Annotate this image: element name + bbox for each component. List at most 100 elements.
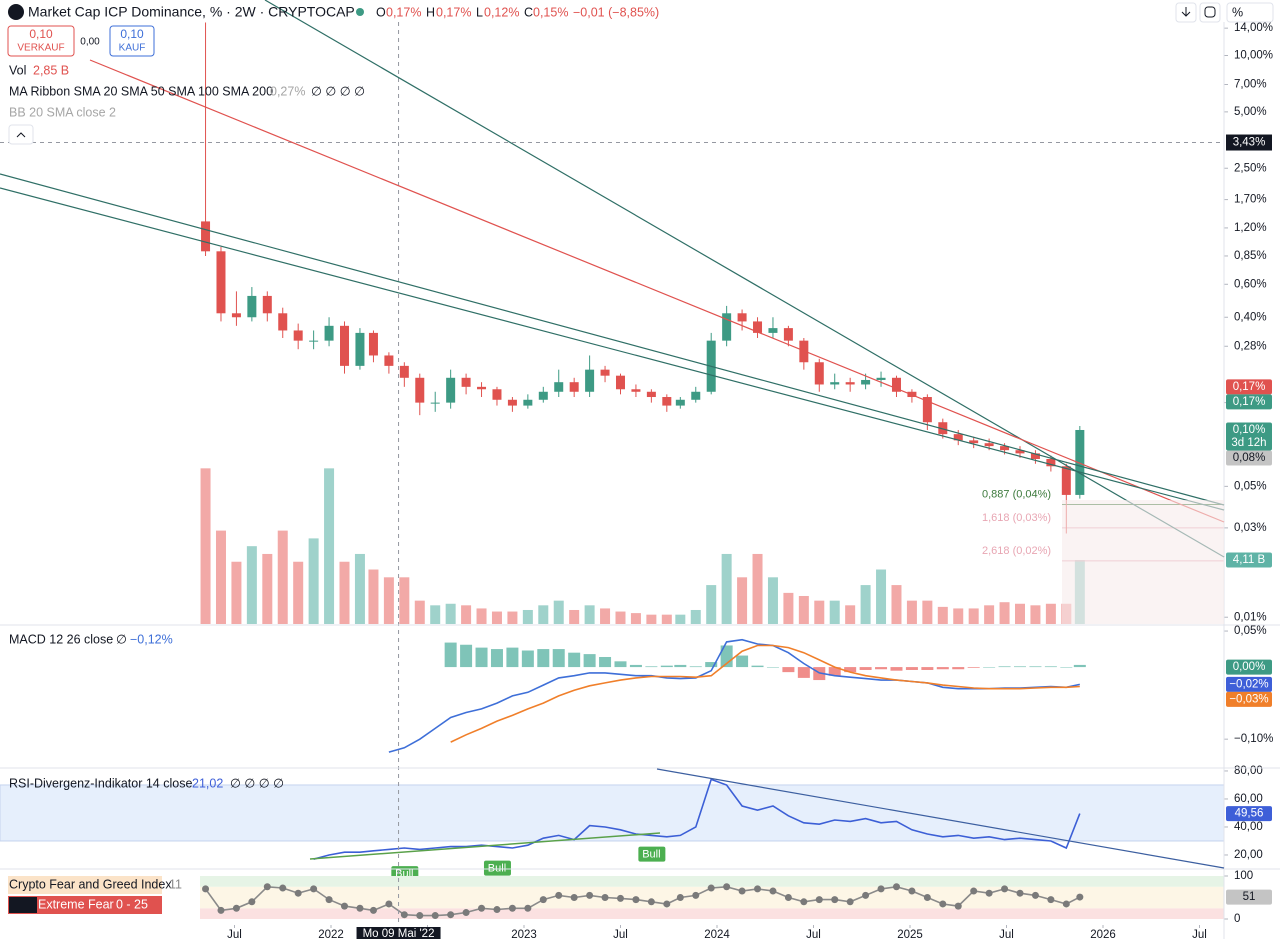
candle-body bbox=[262, 295, 272, 314]
candle-body bbox=[461, 377, 471, 387]
price-tag bbox=[1226, 806, 1272, 822]
volume-bar bbox=[553, 600, 564, 624]
ma-legend: MA Ribbon SMA 20 SMA 50 SMA 100 SMA 200 bbox=[9, 84, 273, 98]
histogram-bar bbox=[475, 647, 488, 668]
candle-body bbox=[891, 377, 901, 392]
candle-body bbox=[247, 295, 257, 318]
series-dot bbox=[601, 894, 609, 901]
price-tag-note: 3d 12h bbox=[1231, 437, 1266, 449]
price-tag-label: 51 bbox=[1243, 891, 1256, 903]
series-dot bbox=[493, 906, 501, 914]
series-dot bbox=[279, 884, 287, 892]
series-dot bbox=[416, 912, 424, 920]
y-tick-label: 80,00 bbox=[1234, 765, 1263, 777]
volume-bar bbox=[1030, 605, 1041, 624]
volume-bar bbox=[600, 608, 611, 624]
histogram-bar bbox=[875, 667, 888, 670]
sell-label[interactable]: VERKAUF bbox=[17, 43, 64, 54]
y-tick-label: 0,85% bbox=[1234, 250, 1267, 262]
x-tick-label: 2025 bbox=[897, 929, 923, 939]
fg-legend-value: 11 bbox=[169, 877, 182, 891]
price-tag-label: 0,08% bbox=[1233, 452, 1266, 464]
histogram-bar bbox=[645, 666, 658, 668]
volume-bar bbox=[767, 577, 778, 624]
price-tag bbox=[1226, 379, 1272, 395]
volume-bar bbox=[968, 608, 979, 624]
volume-bar bbox=[445, 603, 456, 624]
plot-layers: 0,887 (0,04%) 1,618 (0,03%) 2,618 (0,02%) 1… bbox=[0, 22, 1273, 939]
series-dot bbox=[862, 891, 870, 899]
y-tick-label: 1,70% bbox=[1234, 194, 1267, 206]
candle-body bbox=[201, 221, 211, 252]
x-tick-label: Jul bbox=[227, 929, 242, 939]
series-dot bbox=[1076, 893, 1084, 901]
series-dot bbox=[1031, 891, 1039, 899]
volume-bar bbox=[999, 602, 1010, 624]
bull-badge bbox=[638, 846, 666, 862]
volume-bar bbox=[200, 468, 211, 624]
histogram-bar bbox=[490, 649, 503, 668]
series-dot bbox=[341, 902, 349, 910]
candle-body bbox=[830, 382, 840, 385]
series-dot bbox=[248, 898, 256, 906]
candle-body bbox=[814, 362, 824, 385]
candle-body bbox=[216, 251, 226, 314]
histogram-bar bbox=[614, 661, 627, 668]
series-dot bbox=[647, 898, 655, 906]
sell-button[interactable] bbox=[7, 25, 75, 57]
percent-label[interactable]: % bbox=[1232, 5, 1243, 19]
y-tick-label: −0,10% bbox=[1234, 733, 1273, 745]
histogram-bar bbox=[983, 667, 996, 668]
series-dot bbox=[385, 900, 393, 908]
histogram-bar bbox=[629, 664, 642, 668]
series-dot bbox=[356, 904, 364, 912]
sell-price[interactable]: 0,10 bbox=[29, 27, 53, 41]
collapse-button[interactable] bbox=[8, 124, 34, 145]
candle-body bbox=[1000, 446, 1010, 451]
series-dot bbox=[1047, 896, 1055, 904]
series-dot bbox=[400, 911, 408, 919]
series-dot bbox=[692, 891, 700, 899]
buy-button[interactable] bbox=[109, 25, 155, 57]
candle-body bbox=[231, 313, 241, 318]
histogram-bar bbox=[537, 649, 550, 668]
ohlc-value: 0,17% bbox=[386, 5, 421, 19]
volume-bar bbox=[354, 553, 365, 624]
volume-bar bbox=[860, 585, 871, 624]
volume-bar bbox=[461, 605, 472, 624]
trendline bbox=[264, 0, 1225, 558]
macd-legend-value: −0,12% bbox=[130, 632, 173, 646]
x-tick-label: 2023 bbox=[511, 929, 537, 939]
volume-bar bbox=[922, 600, 933, 624]
candle-body bbox=[876, 377, 886, 380]
spread: 0,00 bbox=[80, 37, 100, 48]
trendline bbox=[0, 173, 1225, 506]
buy-price[interactable]: 0,10 bbox=[120, 27, 144, 41]
series-dot bbox=[431, 912, 439, 920]
percent-button[interactable] bbox=[1226, 2, 1274, 23]
fg-zone-label: Extreme Fear bbox=[38, 897, 114, 911]
series-dot bbox=[478, 904, 486, 912]
candle-body bbox=[278, 313, 288, 331]
macd-legend: MACD 12 26 close bbox=[9, 632, 113, 646]
ohlc-value: 0,12% bbox=[484, 5, 519, 19]
candle-body bbox=[722, 313, 732, 341]
x-tick-label: Jul bbox=[806, 929, 821, 939]
toolbar-icons[interactable]: % bbox=[1175, 2, 1274, 23]
x-tick-label: Jul bbox=[613, 929, 628, 939]
candle-body bbox=[845, 382, 855, 385]
volume-bar bbox=[339, 561, 350, 624]
buy-label[interactable]: KAUF bbox=[119, 43, 146, 54]
volume-bar bbox=[1015, 603, 1025, 624]
refresh-button[interactable] bbox=[1199, 2, 1221, 23]
histogram-bar bbox=[660, 665, 673, 668]
volume-bar bbox=[675, 614, 686, 624]
x-tick-label: 2026 bbox=[1090, 929, 1116, 939]
y-tick-label: 10,00% bbox=[1234, 50, 1273, 62]
candle-body bbox=[309, 340, 319, 342]
candle-body bbox=[324, 325, 334, 341]
candle-body bbox=[662, 397, 672, 406]
histogram-bar bbox=[552, 649, 565, 668]
candle-body bbox=[569, 382, 579, 392]
series-dot bbox=[815, 896, 823, 904]
